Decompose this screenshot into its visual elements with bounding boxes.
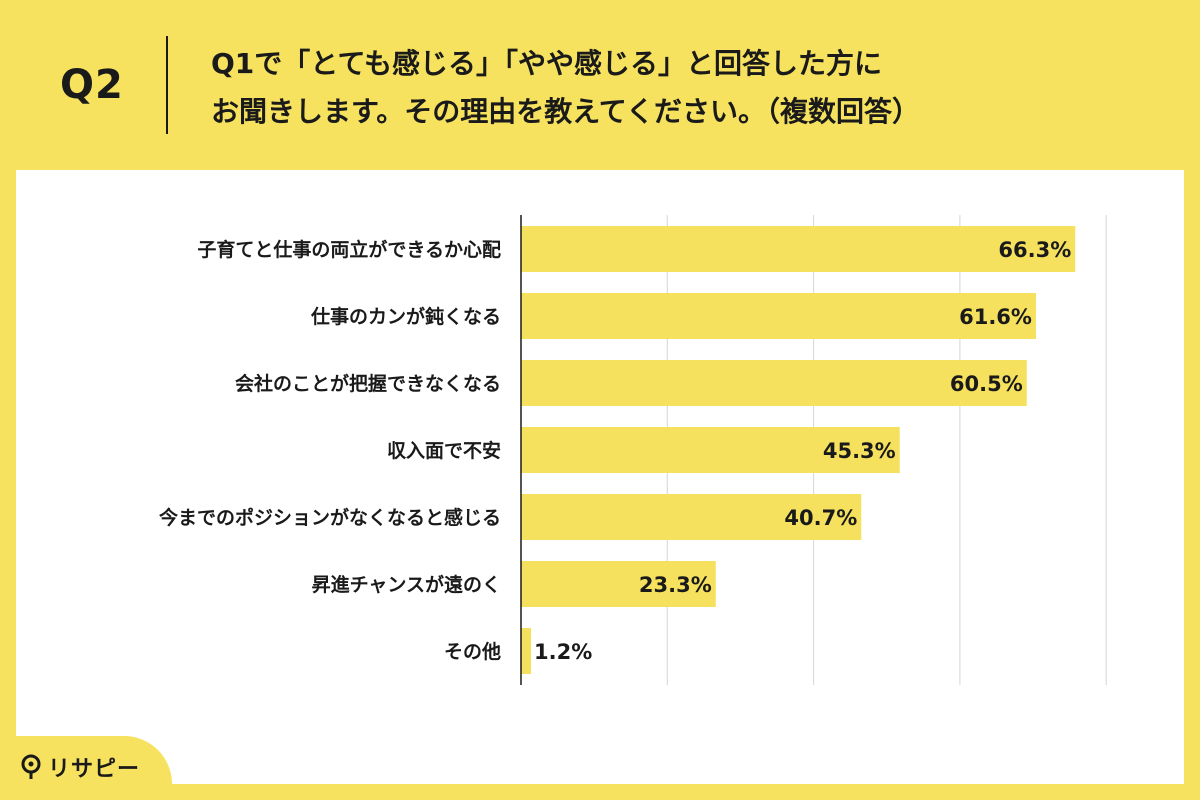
bar [521, 360, 1027, 406]
category-label: 収入面で不安 [387, 439, 501, 462]
category-label: 昇進チャンスが遠のく [312, 573, 501, 596]
logo-text: リサピー [48, 757, 141, 782]
question-number: Q2 [60, 62, 124, 108]
question-line-1: Q1で「とても感じる」「やや感じる」と回答した方に [211, 47, 883, 80]
pin-icon [21, 754, 41, 779]
bar [521, 628, 532, 674]
question-line-2: お聞きします。その理由を教えてください。（複数回答） [211, 95, 920, 128]
question-text: Q1で「とても感じる」「やや感じる」と回答した方に お聞きします。その理由を教え… [211, 40, 1161, 136]
value-label: 60.5% [950, 372, 1023, 396]
category-label: 今までのポジションがなくなると感じる [158, 506, 501, 529]
bar [521, 226, 1076, 272]
bar [521, 427, 900, 473]
bar [521, 561, 716, 607]
bar [521, 494, 862, 540]
bar [521, 293, 1036, 339]
logo: リサピー [20, 752, 140, 782]
chart-panel: 子育てと仕事の両立ができるか心配 66.3% 仕事のカンが鈍くなる 61.6% 会社のこ… [16, 170, 1184, 784]
logo-tab [0, 736, 172, 800]
value-label: 45.3% [823, 439, 896, 463]
value-label: 61.6% [959, 305, 1032, 329]
category-label: その他 [444, 640, 501, 663]
header: Q2 Q1で「とても感じる」「やや感じる」と回答した方に お聞きします。その理由… [0, 0, 1200, 170]
value-label: 1.2% [534, 640, 592, 664]
bar-chart: 子育てと仕事の両立ができるか心配 66.3% 仕事のカンが鈍くなる 61.6% 会社のこ… [158, 215, 1107, 685]
category-label: 子育てと仕事の両立ができるか心配 [197, 238, 501, 261]
category-label: 仕事のカンが鈍くなる [310, 305, 501, 328]
value-label: 23.3% [639, 573, 712, 597]
header-divider [166, 36, 168, 134]
value-label: 40.7% [784, 506, 857, 530]
value-label: 66.3% [998, 238, 1071, 262]
category-label: 会社のことが把握できなくなる [235, 372, 501, 395]
